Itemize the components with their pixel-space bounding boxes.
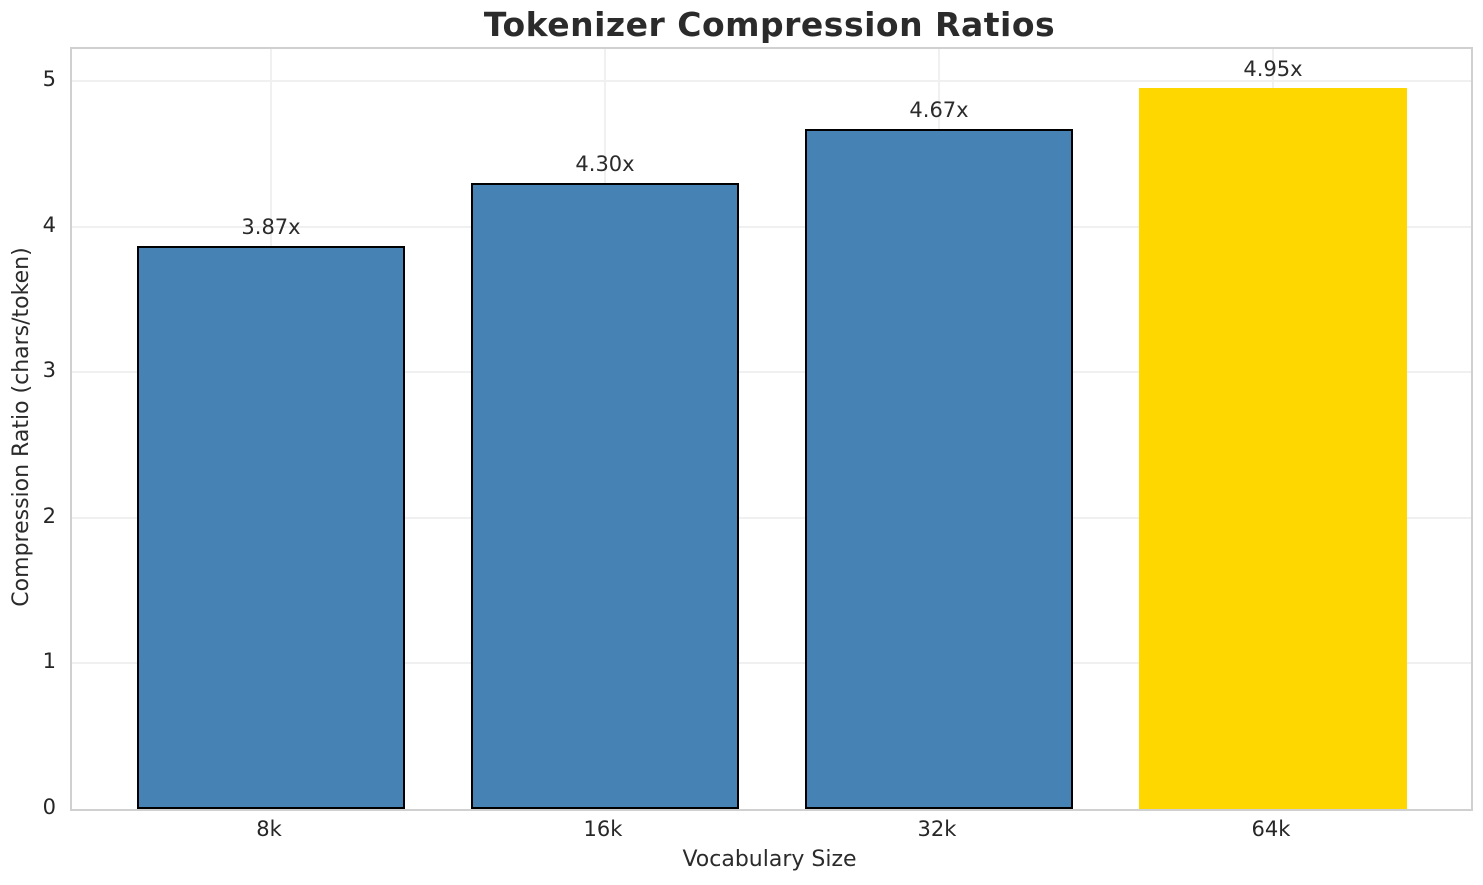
bar-value-label: 4.67x bbox=[909, 98, 969, 122]
chart-title: Tokenizer Compression Ratios bbox=[483, 5, 1056, 44]
y-tick-label: 1 bbox=[42, 649, 56, 674]
gridline-horizontal bbox=[72, 225, 1471, 228]
bar-32k bbox=[805, 129, 1073, 809]
x-axis-label: Vocabulary Size bbox=[682, 847, 857, 872]
bar-16k bbox=[471, 183, 739, 809]
gridline-horizontal bbox=[72, 80, 1471, 83]
x-tick-label: 32k bbox=[917, 817, 957, 841]
x-tick-label: 16k bbox=[583, 817, 623, 841]
gridline-horizontal bbox=[72, 371, 1471, 374]
y-tick-label: 0 bbox=[42, 795, 56, 819]
bar-value-label: 4.95x bbox=[1243, 57, 1303, 81]
gridline-horizontal bbox=[72, 516, 1471, 519]
bar-64k bbox=[1139, 88, 1407, 809]
y-tick-label: 5 bbox=[42, 67, 56, 92]
y-tick-label: 4 bbox=[42, 212, 56, 237]
bar-value-label: 3.87x bbox=[241, 215, 301, 239]
y-axis-label: Compression Ratio (chars/token) bbox=[9, 247, 34, 607]
bar-8k bbox=[137, 246, 405, 809]
x-tick-label: 64k bbox=[1251, 817, 1291, 841]
bar-value-label: 4.30x bbox=[575, 152, 635, 176]
y-tick-label: 2 bbox=[42, 503, 56, 528]
y-tick-label: 3 bbox=[42, 358, 56, 383]
gridline-horizontal bbox=[72, 662, 1471, 665]
x-tick-label: 8k bbox=[256, 817, 282, 841]
plot-area: 3.87x 4.30x 4.67x 4.95x bbox=[70, 47, 1473, 811]
